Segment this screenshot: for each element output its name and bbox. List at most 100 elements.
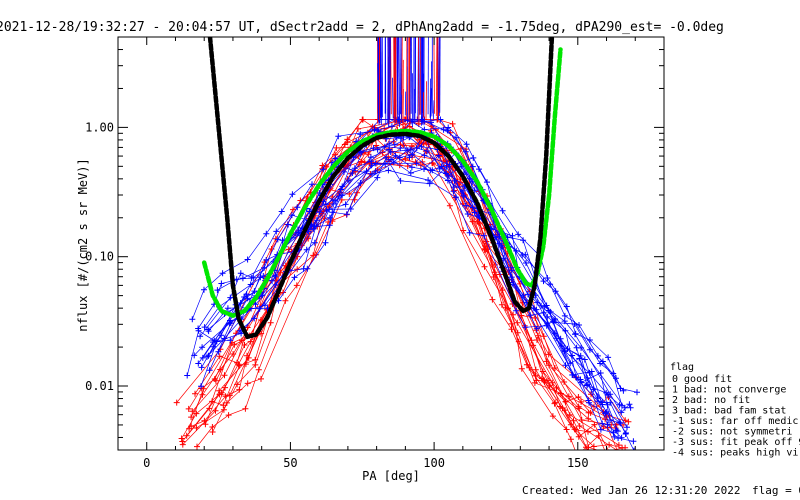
red-series-point [528,337,535,344]
peak-spike [388,37,390,126]
red-series-point [216,387,223,394]
blue-series-point [476,166,482,173]
blue-series-point [397,177,404,184]
black-fit-curve [207,37,555,340]
green-fit-curve [201,47,563,318]
blue-series-point [463,141,470,148]
peak-spike [377,37,380,121]
blue-series-point [330,201,337,207]
red-series-point [615,442,622,449]
blue-series-point [561,318,568,325]
y-axis-label: nflux [#/(cm2 s sr MeV)] [76,158,90,331]
blue-series-point [614,428,621,435]
blue-series-point [617,420,624,427]
flag-legend: flag 0 good fit 1 bad: not converge 2 ba… [670,362,800,459]
red-series-point [252,361,259,368]
peak-spike [396,37,399,124]
red-series-point [179,441,186,448]
red-series-point [341,141,348,148]
blue-series-trace [186,166,614,434]
red-series-point [585,428,591,435]
red-series-point [189,408,196,415]
peak-spike [433,37,435,114]
blue-series-point [224,305,231,312]
blue-series-point [522,324,529,331]
blue-series-point [590,386,597,393]
blue-series-point [288,212,295,219]
blue-series-point [218,280,225,287]
red-series-point [221,372,228,379]
red-series-point [576,423,583,429]
red-series-point [585,409,592,416]
red-series-point [606,441,613,448]
blue-series-point [569,372,576,378]
red-series-point [226,392,233,399]
peak-spike [421,37,424,114]
red-series-point [244,380,251,387]
red-series-point [562,398,569,405]
red-series-point [545,351,552,358]
blue-series-point [294,204,301,211]
blue-series-point [552,316,558,323]
blue-series-point [538,302,545,309]
red-series-point [518,365,525,372]
blue-series-point [289,191,296,198]
blue-series-point [272,281,279,288]
red-series-point [257,317,264,323]
blue-series-point [484,179,490,186]
blue-series-point [347,206,354,212]
red-series-point [282,297,289,304]
blue-series-point [201,324,208,331]
blue-series-point [363,168,370,175]
blue-series-point [446,161,453,168]
blue-series-point [563,303,570,310]
red-series-point [173,399,180,406]
blue-series-point [453,134,459,141]
red-series-point [543,358,550,365]
blue-series-point [357,131,364,138]
blue-series-point [508,267,515,274]
red-series-point [476,220,482,226]
blue-series-point [513,307,520,314]
red-series-point [557,390,564,397]
blue-series-point [599,420,606,427]
blue-series-point [426,180,433,187]
red-series-point [211,376,218,382]
red-series-point [607,461,613,467]
red-series-point [209,429,216,435]
chart-title: 2021-12-28/19:32:27 - 20:04:57 UT, dSect… [0,20,724,35]
red-series-point [588,391,594,398]
blue-series-point [198,383,204,390]
blue-series-point [594,352,601,359]
blue-series-point [633,447,635,450]
blue-series-point [408,164,415,171]
blue-series-point [227,320,234,326]
red-series-point [236,386,243,393]
blue-series-point [584,375,591,381]
blue-series [184,116,640,450]
red-series-point [489,296,496,303]
blue-series-point [443,163,450,170]
footer-created: Created: Wed Jan 26 12:31:20 2022 [522,484,741,497]
blue-series-point [343,211,350,218]
red-series-point [533,377,540,384]
red-series-point [514,329,521,336]
peak-spike [400,37,402,115]
blue-series-point [215,348,222,355]
blue-series-point [607,391,614,398]
red-series-point [358,158,365,165]
blue-series-point [435,152,442,159]
red-series-point [222,384,228,391]
blue-series-point [237,270,244,277]
red-series-point [566,411,573,418]
blue-series-point [523,260,529,266]
blue-series-point [332,155,339,162]
blue-series-point [374,146,381,153]
plot-frame [117,36,665,451]
blue-series-point [544,275,551,281]
blue-series-point [336,193,342,200]
blue-series-point [252,301,259,308]
red-series-point [490,274,497,280]
blue-series-point [597,426,604,433]
blue-series-point [407,146,414,153]
